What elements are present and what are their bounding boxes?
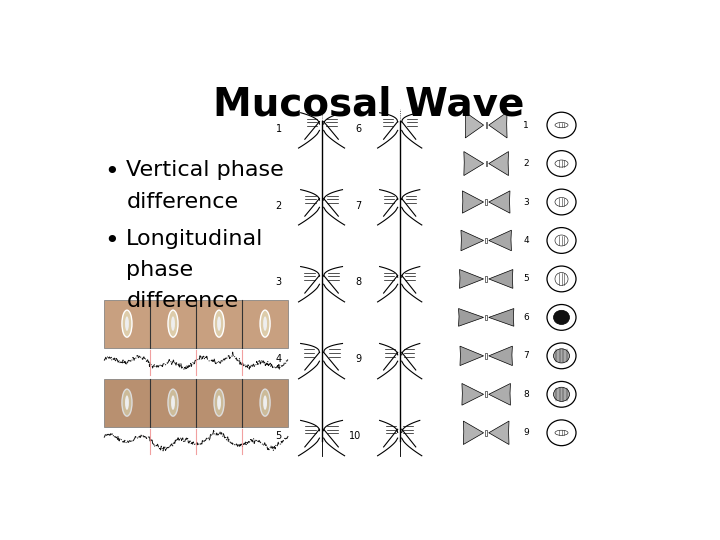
Text: 2: 2 xyxy=(276,200,282,211)
Bar xyxy=(485,314,487,320)
Polygon shape xyxy=(462,191,484,213)
Bar xyxy=(104,379,288,427)
Text: 3: 3 xyxy=(276,278,282,287)
Ellipse shape xyxy=(263,395,267,410)
Ellipse shape xyxy=(260,389,270,416)
Ellipse shape xyxy=(214,389,224,416)
Ellipse shape xyxy=(555,198,568,206)
Polygon shape xyxy=(461,230,484,251)
Text: 4: 4 xyxy=(276,354,282,364)
Polygon shape xyxy=(489,383,510,405)
Polygon shape xyxy=(489,421,509,444)
Bar xyxy=(485,353,487,359)
Polygon shape xyxy=(465,112,484,138)
Ellipse shape xyxy=(125,316,129,331)
Ellipse shape xyxy=(122,310,132,337)
Text: 2: 2 xyxy=(523,159,529,168)
Ellipse shape xyxy=(555,123,568,127)
Text: 6: 6 xyxy=(523,313,529,322)
Text: 8: 8 xyxy=(356,278,361,287)
Text: 9: 9 xyxy=(523,428,529,437)
Bar xyxy=(104,300,288,348)
Ellipse shape xyxy=(217,395,221,410)
Ellipse shape xyxy=(260,310,270,337)
Ellipse shape xyxy=(171,395,175,410)
Polygon shape xyxy=(459,308,484,326)
Text: difference: difference xyxy=(126,292,238,312)
Text: 9: 9 xyxy=(356,354,361,364)
Bar xyxy=(485,392,487,397)
Ellipse shape xyxy=(125,395,129,410)
Text: difference: difference xyxy=(126,192,238,212)
Text: 7: 7 xyxy=(523,352,529,360)
Text: •: • xyxy=(104,160,119,185)
Text: •: • xyxy=(104,229,119,253)
Polygon shape xyxy=(489,308,514,326)
Polygon shape xyxy=(489,112,507,138)
Polygon shape xyxy=(462,383,484,405)
Text: Longitudinal: Longitudinal xyxy=(126,229,264,249)
Polygon shape xyxy=(489,152,508,176)
Text: 7: 7 xyxy=(355,200,361,211)
Text: Vertical phase: Vertical phase xyxy=(126,160,284,180)
Ellipse shape xyxy=(554,310,570,325)
Ellipse shape xyxy=(555,430,568,435)
Text: Mucosal Wave: Mucosal Wave xyxy=(213,85,525,124)
Text: 10: 10 xyxy=(349,431,361,441)
Polygon shape xyxy=(489,269,513,288)
Ellipse shape xyxy=(171,316,175,331)
Ellipse shape xyxy=(555,160,568,167)
Ellipse shape xyxy=(122,389,132,416)
Ellipse shape xyxy=(555,273,568,285)
Ellipse shape xyxy=(214,310,224,337)
Polygon shape xyxy=(489,230,511,251)
Bar xyxy=(485,276,487,282)
Text: phase: phase xyxy=(126,260,194,280)
Text: 1: 1 xyxy=(523,120,529,130)
Ellipse shape xyxy=(263,316,267,331)
Text: 5: 5 xyxy=(276,431,282,441)
Polygon shape xyxy=(464,421,484,444)
Bar xyxy=(485,430,487,436)
Text: 8: 8 xyxy=(523,390,529,399)
Text: 5: 5 xyxy=(523,274,529,284)
Text: 4: 4 xyxy=(523,236,529,245)
Ellipse shape xyxy=(217,316,221,331)
Polygon shape xyxy=(489,346,513,366)
Text: 6: 6 xyxy=(356,124,361,133)
Polygon shape xyxy=(460,346,484,366)
Bar xyxy=(486,122,487,128)
Polygon shape xyxy=(489,191,510,213)
Ellipse shape xyxy=(555,235,568,246)
Ellipse shape xyxy=(168,389,178,416)
Polygon shape xyxy=(459,269,484,288)
Ellipse shape xyxy=(168,310,178,337)
Bar xyxy=(485,161,487,166)
Ellipse shape xyxy=(554,387,570,401)
Polygon shape xyxy=(464,152,484,176)
Bar xyxy=(485,199,487,205)
Text: 1: 1 xyxy=(276,124,282,133)
Bar xyxy=(485,238,487,244)
Ellipse shape xyxy=(554,349,570,363)
Text: 3: 3 xyxy=(523,198,529,206)
